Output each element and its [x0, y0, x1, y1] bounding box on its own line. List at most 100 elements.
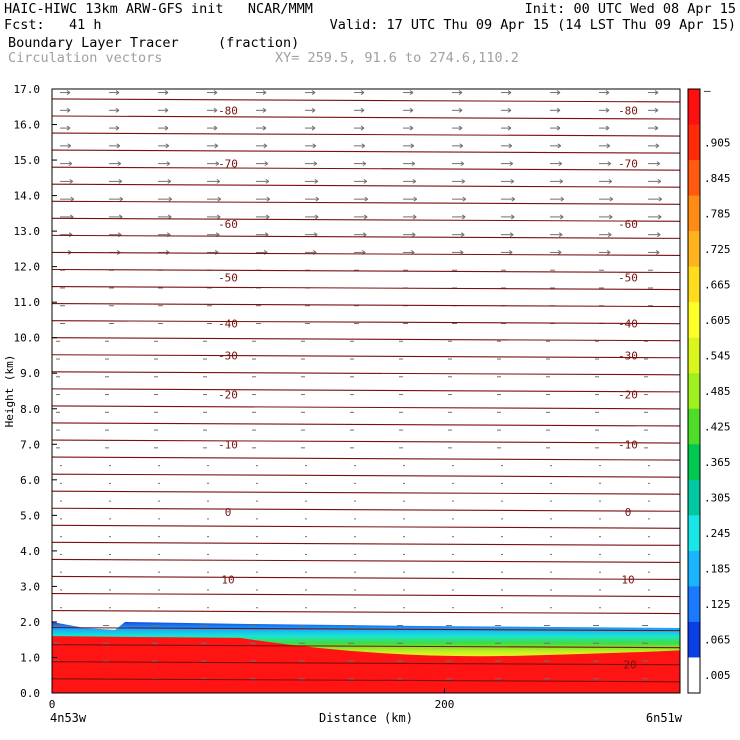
colorbar-segment — [688, 621, 700, 658]
vector-arrowhead — [262, 125, 267, 131]
contour-line — [52, 200, 680, 205]
vector-arrowhead — [116, 143, 121, 149]
contour-label: -30 — [618, 349, 638, 362]
vector-arrowhead — [313, 161, 318, 167]
vector-arrowhead — [214, 143, 219, 149]
contour-label: 10 — [621, 573, 634, 586]
contour-label: -50 — [618, 271, 638, 284]
colorbar-segment — [688, 444, 700, 481]
colorbar-label: .305 — [704, 492, 731, 505]
colorbar-segment — [688, 302, 700, 339]
contour-line — [52, 661, 680, 666]
vector-arrowhead — [462, 196, 467, 202]
vector-arrowhead — [361, 143, 366, 149]
header-line1-right: Init: 00 UTC Wed 08 Apr 15 — [524, 1, 736, 17]
vector-arrowhead — [510, 178, 515, 184]
vector-arrowhead — [164, 125, 169, 131]
colorbar-label: .425 — [704, 421, 731, 434]
vector-arrowhead — [262, 90, 267, 95]
colorbar-segment — [688, 337, 700, 374]
colorbar-segment — [688, 231, 700, 268]
vector-arrowhead — [266, 196, 271, 202]
vector-arrowhead — [607, 232, 612, 238]
vector-arrowhead — [461, 178, 466, 184]
vector-arrowhead — [167, 178, 172, 184]
contour-line — [52, 644, 680, 649]
vector-arrowhead — [66, 107, 71, 113]
vector-arrowhead — [507, 90, 512, 95]
contour-line — [52, 575, 680, 581]
vector-arrowhead — [460, 232, 465, 238]
vector-arrowhead — [605, 107, 610, 113]
vector-arrowhead — [363, 214, 368, 220]
contour-line — [52, 166, 680, 171]
vector-arrowhead — [654, 90, 659, 95]
y-tick-label: 0.0 — [20, 687, 40, 700]
x-tick-label: 200 — [435, 698, 455, 711]
contour-label: -30 — [218, 349, 238, 362]
x-end-location: 6n51w — [646, 711, 683, 725]
contour-label: -70 — [218, 158, 238, 171]
contour-label: -80 — [618, 104, 638, 117]
contour-line — [52, 354, 680, 359]
colorbar-segment — [688, 89, 700, 126]
vector-arrowhead — [70, 196, 75, 202]
vector-arrowhead — [458, 90, 463, 95]
vector-arrowhead — [213, 90, 218, 95]
contour-line — [52, 337, 680, 342]
vector-arrowhead — [119, 196, 124, 202]
vector-arrowhead — [459, 143, 464, 149]
vector-title: Circulation vectors — [8, 50, 163, 66]
contour-line — [52, 405, 680, 410]
vector-arrowhead — [363, 178, 368, 184]
vector-arrowhead — [265, 214, 270, 220]
vector-arrowhead — [556, 107, 561, 113]
vector-arrowhead — [117, 161, 122, 167]
temperature-contours: -80 -80 -70 -70 -60 -60 -50 -50 -40 -40 -30 -30 -20 -… — [52, 98, 680, 683]
colorbar-segment — [688, 408, 700, 445]
contour-line — [52, 268, 680, 274]
x-tick-label: 0 — [49, 698, 56, 711]
vector-arrowhead — [115, 90, 120, 95]
contour-label: 10 — [221, 573, 234, 586]
vector-arrowhead — [558, 161, 563, 167]
vector-arrowhead — [556, 90, 561, 95]
contour-line — [52, 388, 680, 393]
colorbar-label: .005 — [704, 669, 731, 682]
vector-arrowhead — [461, 214, 466, 220]
colorbar-segment — [688, 657, 700, 694]
boundary-layer-core — [52, 636, 680, 693]
vector-arrowhead — [606, 143, 611, 149]
vector-arrowhead — [655, 250, 660, 255]
vector-arrowhead — [311, 107, 316, 113]
vector-arrowhead — [559, 214, 564, 220]
contour-label: -20 — [618, 389, 638, 402]
plot-frame — [51, 88, 681, 694]
y-tick-label: 17.0 — [14, 83, 41, 96]
vector-arrowhead — [559, 178, 564, 184]
contour-line — [52, 132, 680, 137]
vector-arrowhead — [557, 250, 562, 255]
vector-arrowhead — [658, 196, 663, 202]
contour-line — [52, 490, 680, 495]
y-axis-title: Height (km) — [3, 355, 16, 428]
circulation-vectors — [54, 90, 663, 680]
header-line1-left: HAIC-HIWC 13km ARW-GFS init NCAR/MMM — [4, 1, 313, 17]
vector-arrowhead — [164, 90, 169, 95]
vector-arrowhead — [413, 196, 418, 202]
colorbar-segment — [688, 479, 700, 516]
contour-line — [52, 285, 680, 291]
contour-line — [52, 473, 680, 478]
y-tick-label: 10.0 — [14, 332, 41, 345]
vector-arrowhead — [68, 161, 73, 167]
colorbar-label: .725 — [704, 243, 731, 256]
vector-arrowhead — [115, 125, 120, 131]
vector-arrowhead — [409, 125, 414, 131]
vector-arrowhead — [657, 214, 662, 220]
contour-line — [52, 115, 680, 120]
vector-arrowhead — [508, 143, 513, 149]
vector-arrowhead — [560, 196, 565, 202]
vector-arrowhead — [213, 125, 218, 131]
colorbar-frame — [687, 88, 701, 694]
contour-line — [52, 251, 680, 256]
